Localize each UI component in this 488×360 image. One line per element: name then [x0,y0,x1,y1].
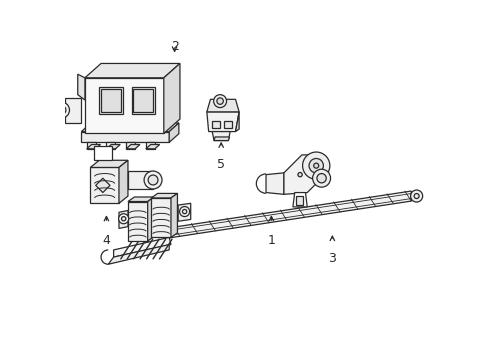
Polygon shape [81,132,169,142]
Text: 3: 3 [328,252,336,265]
Bar [131,87,155,114]
Circle shape [57,106,66,114]
Polygon shape [78,74,85,100]
Polygon shape [85,78,163,134]
Polygon shape [128,197,154,202]
Polygon shape [113,237,171,257]
Polygon shape [151,193,177,198]
Polygon shape [90,167,119,203]
Circle shape [308,158,323,173]
Circle shape [217,98,223,104]
Polygon shape [119,160,128,203]
Circle shape [413,194,418,199]
Circle shape [54,102,69,118]
Circle shape [119,214,128,224]
Polygon shape [96,178,110,193]
Circle shape [316,174,325,183]
Circle shape [179,207,189,217]
Polygon shape [128,202,147,241]
Polygon shape [81,123,179,132]
Circle shape [313,163,318,168]
Bar [212,121,220,128]
Polygon shape [206,99,239,112]
Polygon shape [235,112,239,132]
Polygon shape [119,211,128,228]
Polygon shape [214,137,229,140]
Circle shape [297,172,302,177]
Text: 4: 4 [102,234,110,247]
Text: 5: 5 [217,158,225,171]
Circle shape [148,175,158,185]
Polygon shape [145,144,160,149]
Polygon shape [206,112,239,132]
Polygon shape [85,63,180,78]
Circle shape [410,190,422,202]
Polygon shape [169,123,179,142]
Polygon shape [86,144,101,149]
Polygon shape [147,197,154,241]
Bar [145,142,155,149]
Polygon shape [265,173,284,194]
Bar [223,121,231,128]
Polygon shape [65,98,81,123]
Polygon shape [292,193,306,207]
Polygon shape [106,144,120,149]
Polygon shape [171,193,177,237]
Circle shape [121,217,125,221]
Circle shape [213,95,226,108]
Bar [101,89,121,112]
Text: 1: 1 [267,234,275,247]
Polygon shape [151,198,171,237]
Polygon shape [128,171,153,189]
Circle shape [312,169,330,187]
Polygon shape [108,244,169,264]
Polygon shape [163,63,180,134]
Polygon shape [94,146,112,160]
Bar [106,142,115,149]
Polygon shape [178,203,190,221]
Polygon shape [212,132,230,140]
Polygon shape [165,191,410,238]
Bar [296,196,303,205]
Bar [99,87,122,114]
Polygon shape [90,160,128,167]
Text: 2: 2 [170,40,178,53]
Circle shape [144,171,162,189]
Polygon shape [284,155,323,194]
Bar [133,89,153,112]
Polygon shape [126,144,140,149]
Bar [86,142,96,149]
Circle shape [182,210,186,214]
Bar [126,142,135,149]
Circle shape [302,152,329,179]
